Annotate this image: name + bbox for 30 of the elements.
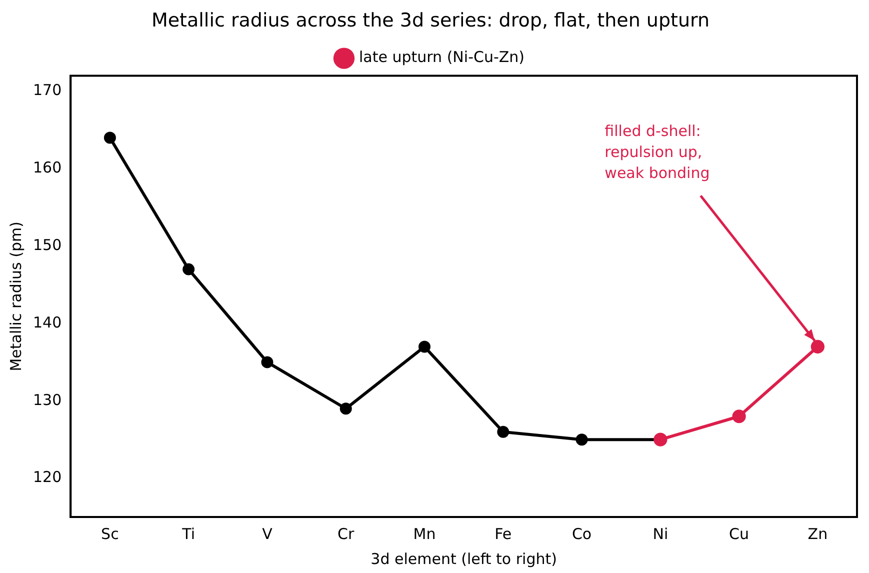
point xyxy=(497,426,510,438)
y-tick-label: 140 xyxy=(32,313,62,332)
point xyxy=(732,410,746,424)
x-tick-label: Fe xyxy=(494,524,512,543)
annotation: filled d-shell: repulsion up, weak bonding xyxy=(604,122,710,182)
x-tick-label: V xyxy=(262,524,274,543)
point xyxy=(104,132,116,144)
x-tick-label: Ni xyxy=(652,524,668,543)
y-tick-label: 160 xyxy=(32,158,62,177)
y-tick-label: 120 xyxy=(32,468,62,486)
y-tick-label: 150 xyxy=(32,236,62,254)
chart-title: Metallic radius across the 3d series: drop, flat, then upturn xyxy=(151,9,710,32)
x-tick-label: Cu xyxy=(729,524,750,543)
y-axis-title: Metallic radius (pm) xyxy=(6,222,25,372)
y-tick-label: 130 xyxy=(32,390,62,409)
x-axis-title: 3d element (left to right) xyxy=(370,550,557,568)
x-tick-label: Mn xyxy=(413,524,436,543)
point xyxy=(576,434,588,446)
point xyxy=(261,356,274,368)
x-tick-label: Zn xyxy=(808,524,828,543)
x-tick-label: Co xyxy=(572,524,592,543)
point xyxy=(810,340,824,354)
y-tick-label: 170 xyxy=(32,81,62,100)
point xyxy=(418,340,430,353)
x-tick-label: Sc xyxy=(101,524,119,543)
legend-label: late upturn (Ni-Cu-Zn) xyxy=(358,48,525,66)
x-tick-label: Cr xyxy=(338,524,356,543)
point xyxy=(182,263,195,276)
x-tick-label: Ti xyxy=(181,524,196,543)
point xyxy=(340,402,352,415)
